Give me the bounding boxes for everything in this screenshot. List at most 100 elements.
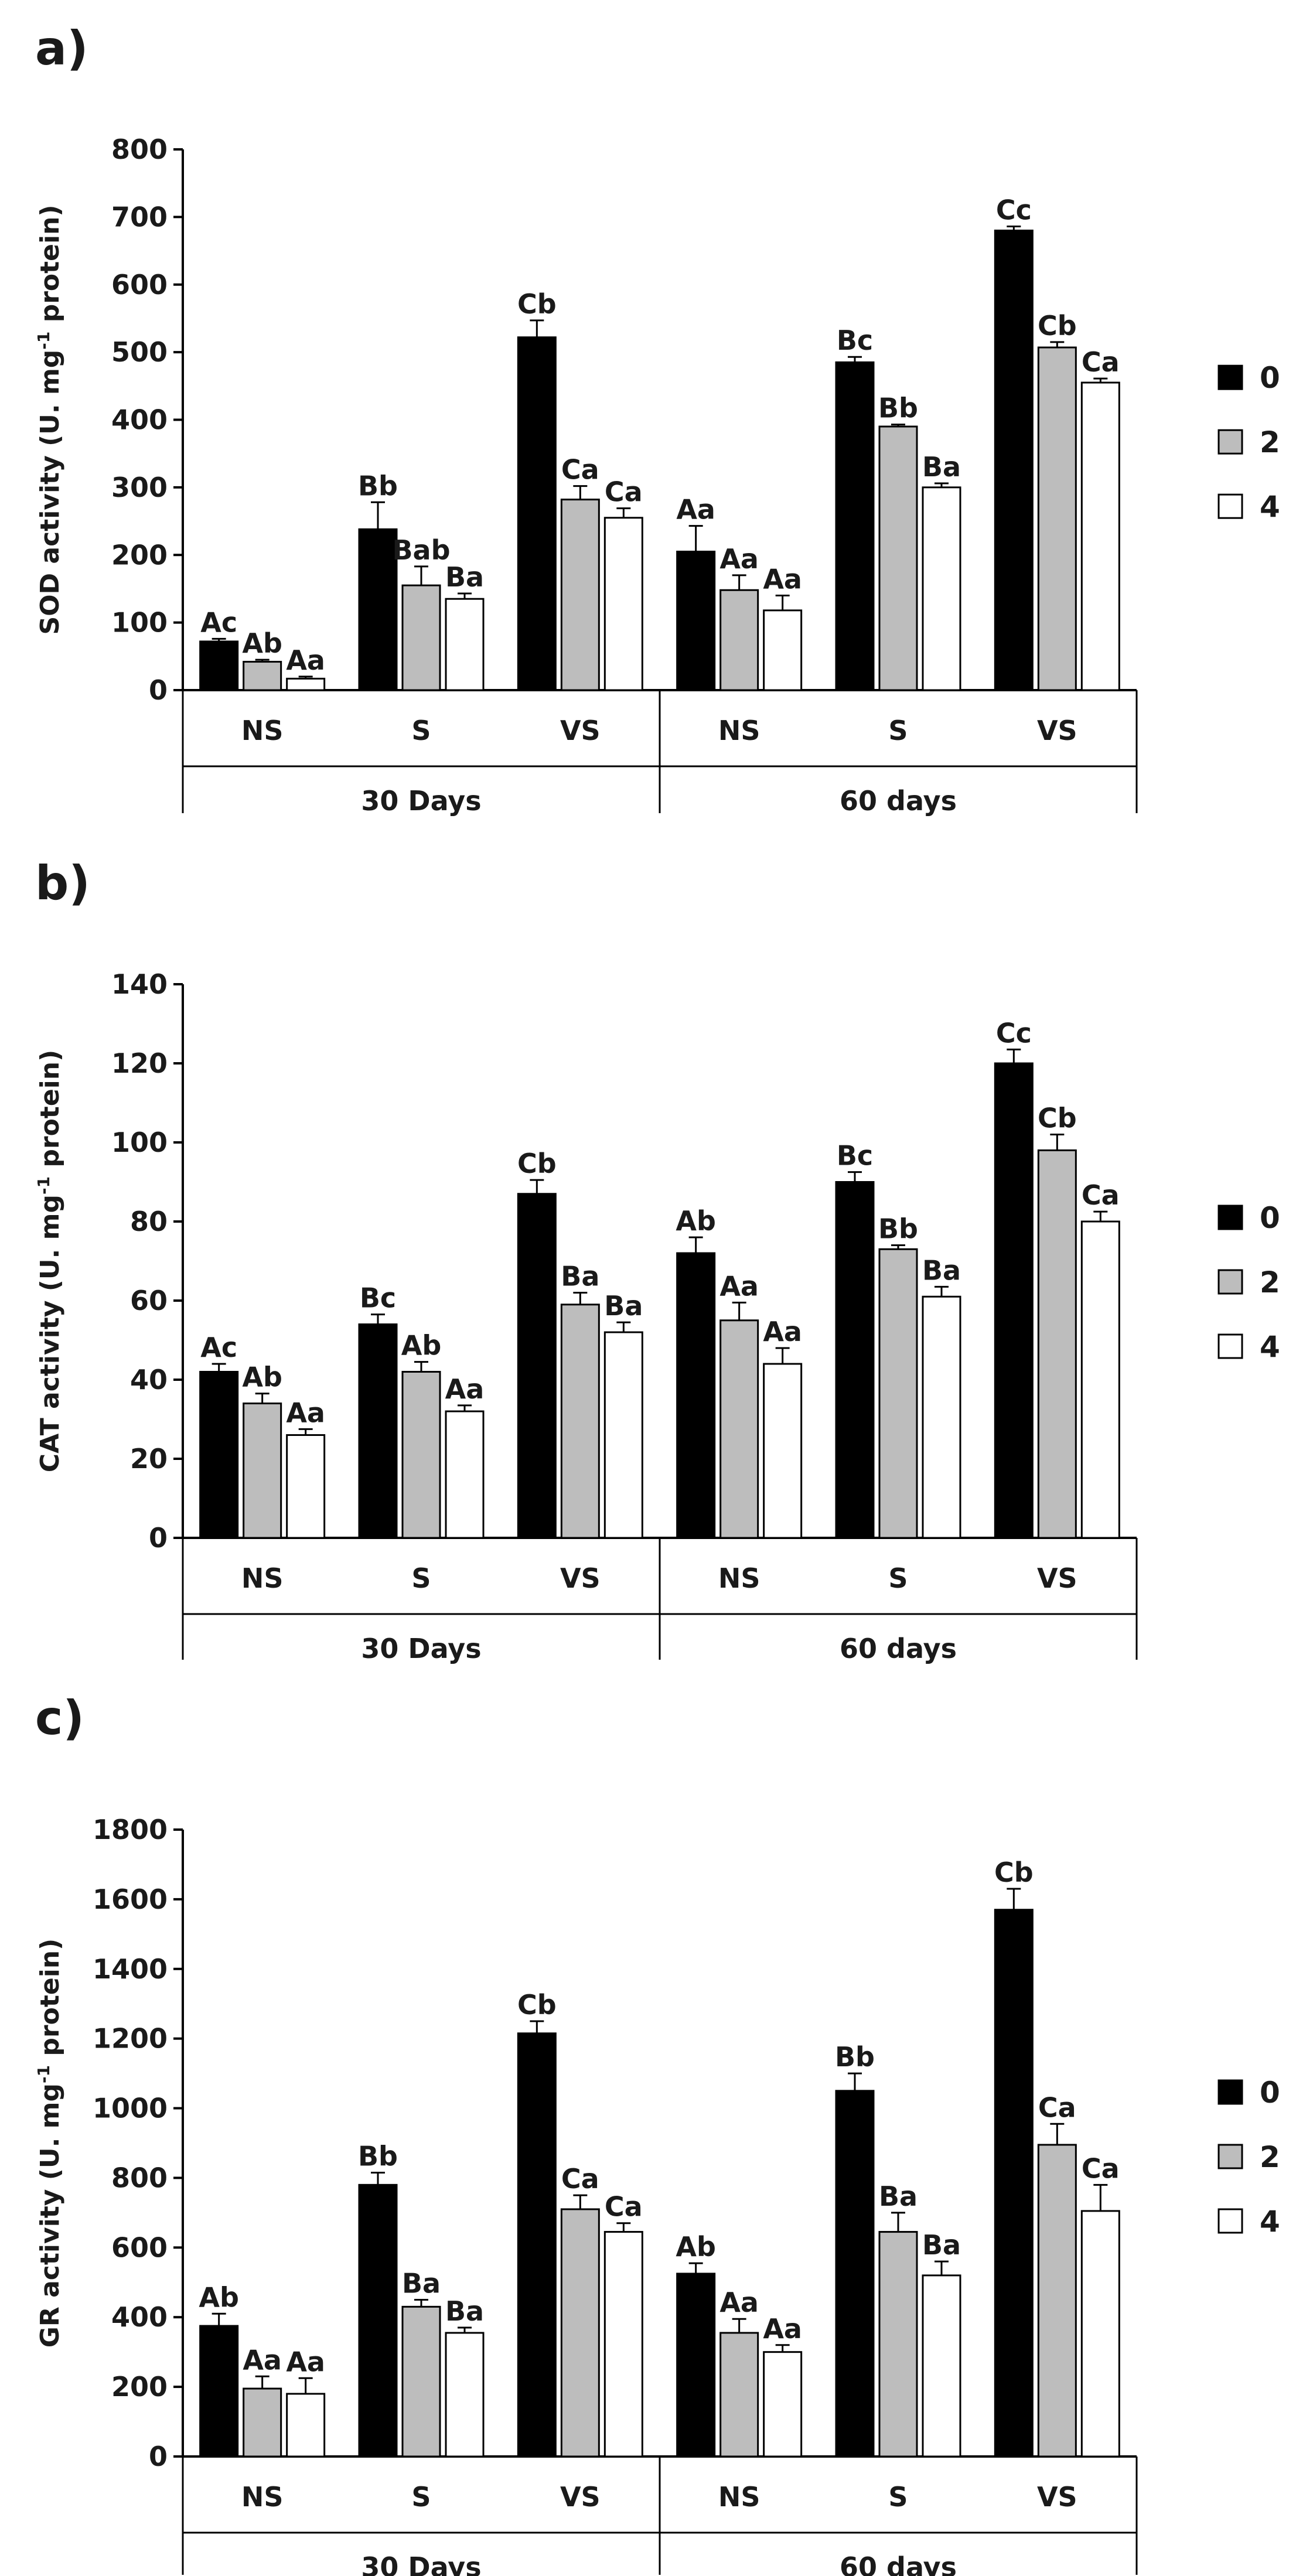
y-axis-label-sup: -1 (34, 2065, 53, 2083)
bar-series-0 (358, 1323, 398, 1539)
bar-series-0 (358, 528, 398, 691)
legend-label: 4 (1260, 490, 1280, 524)
significance-label: Ca (1082, 1179, 1120, 1211)
y-axis-label-sup: -1 (34, 1176, 53, 1195)
bar-series-2 (243, 661, 282, 691)
bar-series-0 (199, 2325, 239, 2458)
x-group-label: 30 Days (361, 1633, 481, 1664)
significance-label: Bb (878, 1213, 918, 1245)
x-category-label: VS (1037, 1562, 1077, 1594)
x-category-label: NS (241, 715, 284, 746)
bar-series-4 (1080, 2210, 1120, 2458)
significance-label: Ab (242, 1362, 282, 1393)
x-group-label: 60 days (840, 2551, 957, 2576)
bar-series-2 (401, 1371, 441, 1539)
bar-series-4 (445, 2332, 485, 2458)
legend-swatch-2 (1217, 429, 1243, 455)
legend-swatch-4 (1217, 2208, 1243, 2234)
y-tick-label: 400 (111, 404, 168, 436)
significance-label: Ac (200, 606, 237, 638)
panel-letter: a) (35, 21, 88, 76)
bar-series-0 (835, 1181, 875, 1539)
x-category-label: S (411, 715, 431, 746)
y-tick-label: 0 (149, 674, 168, 706)
y-tick-label: 200 (111, 539, 168, 571)
significance-label: Ba (445, 561, 484, 593)
bar-series-4 (603, 1331, 643, 1539)
y-axis-label-main: GR activity (U. mg (35, 2083, 65, 2348)
bar-series-4 (286, 677, 326, 691)
y-tick-label: 1400 (93, 1953, 168, 1985)
bar-series-2 (1037, 346, 1077, 691)
x-category-label: NS (241, 2481, 284, 2513)
bar-series-2 (401, 584, 441, 691)
legend-label: 4 (1260, 1330, 1280, 1364)
x-category-label: S (888, 715, 908, 746)
y-tick-label: 60 (130, 1285, 168, 1316)
significance-label: Aa (719, 543, 759, 575)
significance-label: Cb (517, 288, 557, 320)
y-tick-label: 100 (111, 607, 168, 639)
significance-label: Ba (445, 2295, 484, 2327)
bar-series-4 (286, 1434, 326, 1539)
y-axis-label-tail: protein) (35, 1050, 65, 1176)
bar-series-0 (517, 2032, 557, 2458)
x-category-label: S (411, 1562, 431, 1594)
y-tick-label: 1800 (93, 1814, 168, 1845)
significance-label: Bc (837, 325, 873, 356)
chart-panel-3: c) 0 200 400 600 800 1000 1200 1400 1600 1800 GR ac… (34, 1691, 1280, 2576)
legend-swatch-0 (1217, 1205, 1243, 1230)
legend-label: 0 (1260, 2076, 1280, 2110)
significance-label: Ca (605, 2191, 643, 2223)
bar-series-2 (878, 2231, 918, 2458)
y-axis-label-sup: -1 (34, 332, 53, 350)
significance-label: Ca (1038, 2091, 1076, 2123)
x-category-label: NS (718, 2481, 760, 2513)
significance-label: Cb (994, 1857, 1034, 1888)
x-category-label: NS (241, 1562, 284, 1594)
significance-label: Ac (200, 1332, 237, 1363)
legend-label: 2 (1260, 425, 1280, 459)
significance-label: Cb (1038, 1103, 1077, 1134)
bar-series-2 (878, 1248, 918, 1539)
x-category-label: VS (560, 715, 601, 746)
significance-label: Cb (517, 1989, 557, 2021)
bar-series-0 (517, 1193, 557, 1539)
bar-series-2 (560, 2208, 600, 2458)
bar-series-4 (603, 517, 643, 691)
y-tick-label: 600 (111, 2232, 168, 2263)
bar-series-2 (243, 1403, 282, 1539)
x-group-label: 60 days (840, 1633, 957, 1664)
x-category-label: NS (718, 1562, 760, 1594)
legend-swatch-0 (1217, 364, 1243, 390)
y-tick-label: 500 (111, 336, 168, 368)
significance-label: Bb (835, 2041, 875, 2073)
bar-series-2 (1037, 1149, 1077, 1539)
legend-label: 4 (1260, 2205, 1280, 2239)
legend-label: 2 (1260, 2140, 1280, 2174)
x-category-label: VS (560, 2481, 601, 2513)
x-category-label: S (888, 1562, 908, 1594)
legend-swatch-4 (1217, 1333, 1243, 1359)
bar-series-0 (835, 361, 875, 691)
significance-label: Aa (445, 1373, 485, 1405)
significance-label: Cb (517, 1148, 557, 1179)
significance-label: Aa (676, 494, 715, 526)
y-tick-label: 200 (111, 2371, 168, 2403)
y-tick-label: 20 (130, 1443, 168, 1475)
bar-series-4 (1080, 1220, 1120, 1539)
significance-label: Aa (763, 563, 802, 595)
y-axis-label-tail: protein) (35, 1939, 65, 2065)
significance-label: Aa (286, 644, 325, 676)
significance-label: Cc (996, 1017, 1032, 1049)
bar-series-2 (719, 1319, 759, 1539)
bar-series-0 (994, 1062, 1034, 1539)
bar-series-4 (603, 2231, 643, 2458)
x-category-label: VS (560, 1562, 601, 1594)
significance-label: Ba (402, 2268, 441, 2299)
y-axis-label-tail: protein) (35, 204, 65, 331)
chart-panel-1: a) 0 100 200 300 400 500 600 700 800 SOD activity … (34, 21, 1280, 817)
significance-label: Ca (561, 454, 599, 486)
bar-series-0 (199, 1371, 239, 1539)
